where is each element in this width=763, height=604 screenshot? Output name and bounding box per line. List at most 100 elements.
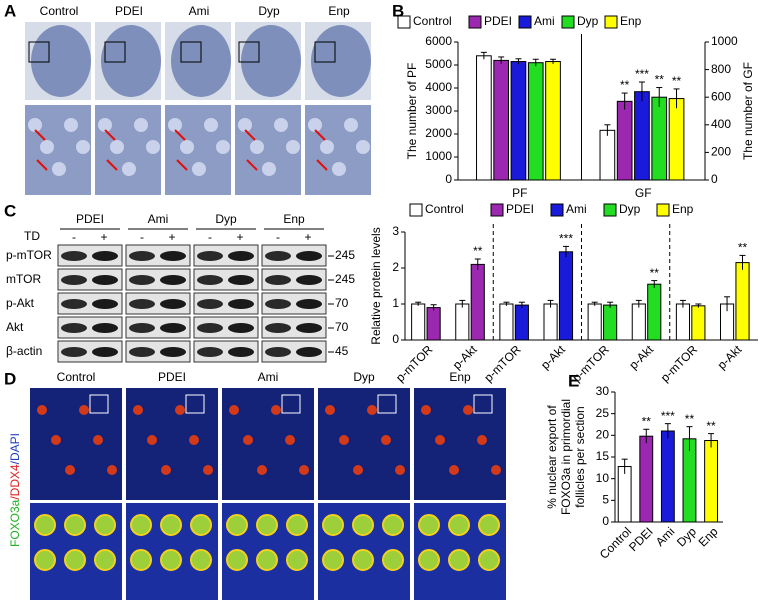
oocyte <box>147 435 157 445</box>
band <box>160 251 186 261</box>
bar <box>634 91 650 181</box>
stain: /DDX4 <box>8 464 22 500</box>
band <box>197 251 223 261</box>
bar <box>527 62 544 181</box>
follicle <box>134 118 148 132</box>
y-tick-label: 6000 <box>425 34 452 48</box>
panel-letter: E <box>568 371 579 390</box>
significance: ** <box>706 419 716 433</box>
column-label: PDEI <box>115 4 143 18</box>
bar <box>691 305 706 341</box>
zoom-box <box>314 41 336 63</box>
x-tick-label: GF <box>635 186 652 200</box>
group-label: PDEI <box>76 212 104 226</box>
minus: - <box>72 230 76 244</box>
band <box>197 347 223 357</box>
significance: *** <box>559 232 573 246</box>
band <box>129 323 155 333</box>
arrow <box>314 129 326 141</box>
follicle <box>274 118 288 132</box>
band <box>129 347 155 357</box>
oocyte <box>421 405 431 415</box>
oocyte <box>189 435 199 445</box>
band <box>92 299 118 309</box>
size-label: 70 <box>335 296 349 310</box>
bar <box>704 440 718 523</box>
oocyte <box>65 465 75 475</box>
band <box>61 347 87 357</box>
band <box>296 347 322 357</box>
legend-label: Ami <box>566 202 587 216</box>
bar <box>616 100 633 181</box>
follicle <box>160 549 182 571</box>
arrow <box>174 129 186 141</box>
legend-label: Control <box>413 14 452 28</box>
arrow <box>316 159 328 171</box>
arrow <box>104 129 116 141</box>
group-label: Enp <box>283 212 305 226</box>
size-label: 245 <box>335 272 355 286</box>
band <box>197 323 223 333</box>
group-label: Dyp <box>215 212 237 226</box>
y2-tick-label: 1000 <box>711 34 738 48</box>
legend-label: Dyp <box>619 202 641 216</box>
stain: /DAPI <box>8 433 22 464</box>
x-tick-label: p-Akt <box>538 342 568 372</box>
follicle <box>180 140 194 154</box>
follicle <box>98 118 112 132</box>
follicle <box>418 514 440 536</box>
column-label: Control <box>57 370 96 384</box>
y-tick-label: 10 <box>596 471 610 485</box>
band <box>61 323 87 333</box>
follicle <box>226 514 248 536</box>
x-tick-label: p-mTOR <box>658 342 701 385</box>
minus: - <box>140 230 144 244</box>
legend-label: Dyp <box>577 14 599 28</box>
follicle <box>130 549 152 571</box>
minus: - <box>208 230 212 244</box>
oocyte <box>271 405 281 415</box>
size-label: 70 <box>335 320 349 334</box>
follicle <box>478 514 500 536</box>
arrow <box>36 159 48 171</box>
y-tick-label: 15 <box>596 449 610 463</box>
follicle <box>238 118 252 132</box>
bar <box>735 262 750 341</box>
follicle <box>320 140 334 154</box>
legend-swatch <box>468 15 482 29</box>
follicle <box>204 118 218 132</box>
follicle <box>64 118 78 132</box>
follicle <box>286 514 308 536</box>
follicle <box>28 118 42 132</box>
legend-swatch <box>604 15 618 29</box>
follicle <box>382 514 404 536</box>
oocyte <box>353 465 363 475</box>
legend-swatch <box>518 15 532 29</box>
x-tick-label: p-Akt <box>450 342 480 372</box>
band <box>265 251 291 261</box>
band <box>92 275 118 285</box>
band <box>265 323 291 333</box>
x-tick-label: p-Akt <box>715 342 745 372</box>
band <box>160 275 186 285</box>
column-label: Enp <box>449 370 471 384</box>
oocyte <box>107 465 117 475</box>
row-label: p-mTOR <box>6 248 52 262</box>
band <box>92 251 118 261</box>
follicle <box>122 162 136 176</box>
follicle <box>332 162 346 176</box>
y-label: follicles per section <box>573 406 587 507</box>
plus: + <box>304 230 311 244</box>
arrow <box>176 159 188 171</box>
band <box>160 299 186 309</box>
legend-label: Enp <box>620 14 642 28</box>
band <box>296 299 322 309</box>
band <box>92 323 118 333</box>
oocyte <box>161 465 171 475</box>
significance: *** <box>635 67 649 81</box>
panel-letter: D <box>4 369 16 388</box>
bar <box>660 430 675 523</box>
arrow <box>244 129 256 141</box>
panel-letter: A <box>4 1 16 20</box>
legend-swatch <box>603 203 617 217</box>
